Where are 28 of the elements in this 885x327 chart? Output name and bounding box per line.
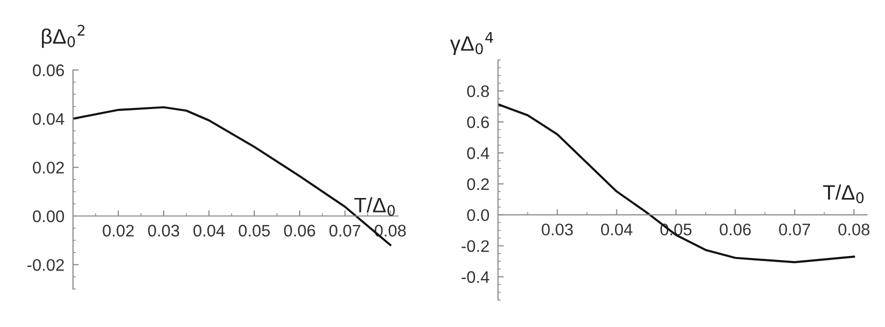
x-tick-label: 0.03 — [542, 224, 573, 236]
x-tick-label: 0.03 — [148, 224, 180, 237]
y-tick-label: -0.02 — [27, 259, 64, 271]
y-tick-label: -0.2 — [462, 240, 489, 252]
x-axis-title: T/Δ$_{0}$ — [823, 184, 864, 204]
x-tick-label: 0.04 — [193, 224, 225, 237]
y-tick-label: 0.8 — [467, 85, 489, 98]
y-tick-label: 0.04 — [32, 113, 64, 125]
y-tick-label: 0.00 — [32, 210, 64, 222]
x-tick-label: 0.05 — [238, 224, 270, 237]
y-tick-label: 0.4 — [467, 147, 490, 160]
y-tick-label: 0.6 — [467, 116, 489, 128]
x-axis-title: T/Δ$_{0}$ — [354, 197, 395, 216]
y-tick-label: 0.2 — [467, 178, 489, 190]
x-tick-label: 0.06 — [284, 224, 316, 237]
x-tick-label: 0.04 — [601, 224, 632, 236]
y-tick-label: -0.4 — [462, 271, 490, 283]
x-tick-label: 0.08 — [374, 224, 406, 237]
y-tick-label: 0.0 — [467, 209, 490, 222]
y-axis-title: βΔ$_{0}$$^{2}$ — [42, 24, 84, 48]
y-tick-label: 0.02 — [32, 162, 64, 174]
y-axis-title: γΔ$_{0}$$^{4}$ — [450, 32, 494, 55]
x-tick-label: 0.07 — [329, 224, 360, 237]
x-tick-label: 0.07 — [779, 224, 810, 236]
x-tick-label: 0.02 — [102, 224, 134, 237]
y-tick-label: 0.06 — [32, 64, 64, 76]
x-tick-label: 0.06 — [720, 224, 751, 236]
x-tick-label: 0.08 — [838, 224, 870, 236]
